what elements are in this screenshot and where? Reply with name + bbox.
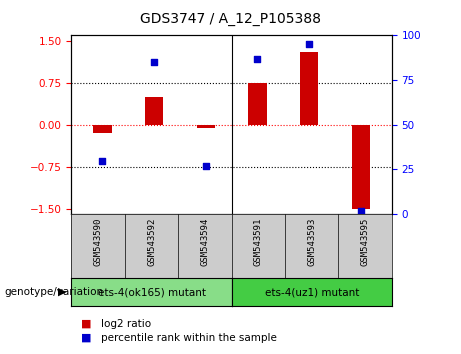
Point bbox=[99, 158, 106, 164]
Text: GSM543591: GSM543591 bbox=[254, 217, 263, 266]
Point bbox=[150, 59, 158, 65]
Text: ets-4(ok165) mutant: ets-4(ok165) mutant bbox=[98, 287, 206, 297]
Text: GSM543590: GSM543590 bbox=[94, 217, 103, 266]
Bar bbox=[248, 83, 266, 125]
Text: GDS3747 / A_12_P105388: GDS3747 / A_12_P105388 bbox=[140, 12, 321, 27]
Text: log2 ratio: log2 ratio bbox=[101, 319, 152, 329]
Bar bbox=[352, 125, 370, 209]
Bar bbox=[300, 52, 318, 125]
Point bbox=[357, 208, 365, 213]
Text: GSM543593: GSM543593 bbox=[307, 217, 316, 266]
Text: ▶: ▶ bbox=[58, 287, 66, 297]
Text: genotype/variation: genotype/variation bbox=[5, 287, 104, 297]
Text: percentile rank within the sample: percentile rank within the sample bbox=[101, 333, 278, 343]
Point bbox=[306, 41, 313, 47]
Bar bbox=[94, 125, 112, 133]
Text: GSM543594: GSM543594 bbox=[201, 217, 209, 266]
Point bbox=[202, 163, 209, 169]
Text: GSM543592: GSM543592 bbox=[147, 217, 156, 266]
Text: ■: ■ bbox=[81, 333, 95, 343]
Bar bbox=[197, 125, 215, 127]
Bar bbox=[145, 97, 163, 125]
Text: GSM543595: GSM543595 bbox=[361, 217, 370, 266]
Point bbox=[254, 56, 261, 62]
Text: ets-4(uz1) mutant: ets-4(uz1) mutant bbox=[265, 287, 359, 297]
Text: ■: ■ bbox=[81, 319, 95, 329]
